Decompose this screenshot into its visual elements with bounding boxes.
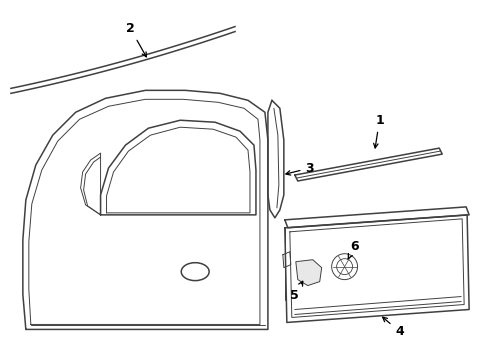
Text: 2: 2 (126, 22, 146, 57)
Text: 1: 1 (373, 114, 383, 148)
Circle shape (331, 254, 357, 280)
Text: 5: 5 (290, 281, 302, 302)
Text: 4: 4 (382, 317, 403, 338)
Polygon shape (295, 260, 321, 285)
Text: 3: 3 (285, 162, 313, 175)
Circle shape (336, 259, 352, 275)
Text: 6: 6 (347, 240, 358, 259)
Ellipse shape (181, 263, 209, 280)
